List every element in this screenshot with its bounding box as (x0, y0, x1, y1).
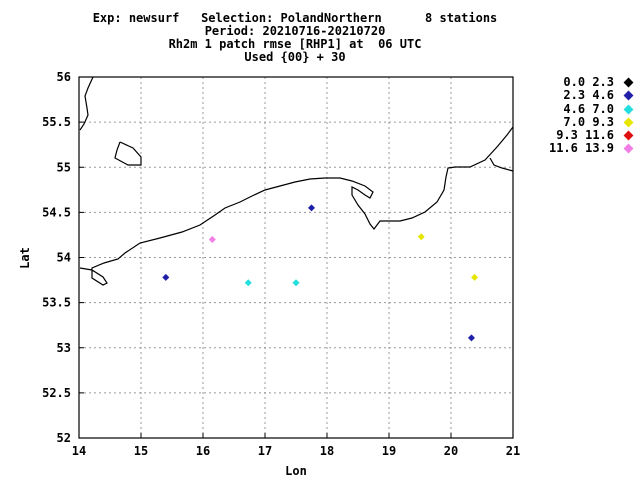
legend-entry: 4.6 7.0 (520, 101, 638, 116)
station-point (292, 279, 300, 287)
x-tick-label: 21 (506, 444, 520, 458)
x-tick-label: 16 (196, 444, 210, 458)
legend-entry: 9.3 11.6 (520, 129, 638, 142)
y-tick-label: 53 (57, 341, 71, 355)
coastline-mainland (79, 126, 514, 286)
coastline-northwest (79, 76, 94, 131)
legend-entry: 2.3 4.6 (520, 89, 638, 102)
station-point (244, 279, 252, 287)
x-tick-label: 15 (134, 444, 148, 458)
x-tick-label: 18 (320, 444, 334, 458)
legend-label: 11.6 13.9 (548, 141, 614, 156)
y-tick-label: 53.5 (42, 296, 71, 310)
x-ticks: 14 15 16 17 18 19 20 21 (72, 433, 520, 458)
x-tick-label: 17 (258, 444, 272, 458)
x-tick-label: 20 (444, 444, 458, 458)
station-point (417, 233, 425, 241)
title-line-4: Used {00} + 30 (244, 50, 346, 64)
legend-entry: 0.0 2.3 (520, 76, 638, 89)
y-axis-label: Lat (18, 247, 32, 269)
legend-entry: 11.6 13.9 (520, 142, 638, 155)
coastline-lagoon (114, 141, 142, 166)
legend-label: 4.6 7.0 (563, 101, 614, 116)
legend: 0.0 2.3 2.3 4.6 4.6 7.0 7.0 9.3 9.3 11.6 11.6… (520, 76, 638, 156)
coastline-east (489, 157, 514, 172)
legend-label: 9.3 11.6 (556, 128, 614, 143)
y-tick-label: 52 (57, 431, 71, 445)
legend-label: 7.0 9.3 (563, 114, 614, 129)
legend-label: 2.3 4.6 (563, 88, 614, 103)
title-line-1: Exp: newsurf Selection: PolandNorthern 8… (92, 11, 498, 25)
station-point (471, 273, 479, 281)
legend-marker (623, 104, 634, 115)
y-tick-label: 52.5 (42, 386, 71, 400)
grid (79, 77, 513, 438)
legend-marker (623, 77, 634, 88)
legend-entry: 7.0 9.3 (520, 114, 638, 129)
y-ticks: 52 52.5 53 53.5 54 54.5 55 55.5 56 (42, 70, 84, 445)
title-line-2: Period: 20210716-20210720 (204, 24, 386, 38)
x-axis-label: Lon (285, 464, 307, 478)
legend-marker (623, 117, 634, 128)
station-points (162, 204, 479, 342)
legend-marker (623, 90, 634, 101)
coastline (79, 76, 514, 286)
legend-marker (623, 144, 634, 154)
y-tick-label: 54 (57, 251, 71, 265)
y-tick-label: 55 (57, 160, 71, 174)
legend-label: 0.0 2.3 (563, 75, 614, 89)
y-tick-label: 56 (57, 70, 71, 84)
title-line-3: Rh2m 1 patch rmse [RHP1] at 06 UTC (168, 37, 422, 51)
y-tick-label: 55.5 (42, 115, 71, 129)
x-tick-label: 19 (382, 444, 396, 458)
legend-marker (623, 130, 634, 141)
station-point (162, 273, 170, 281)
station-point (308, 204, 315, 212)
x-tick-label: 14 (72, 444, 86, 458)
station-point (208, 235, 216, 243)
station-point (467, 334, 475, 342)
y-tick-label: 54.5 (42, 205, 71, 219)
